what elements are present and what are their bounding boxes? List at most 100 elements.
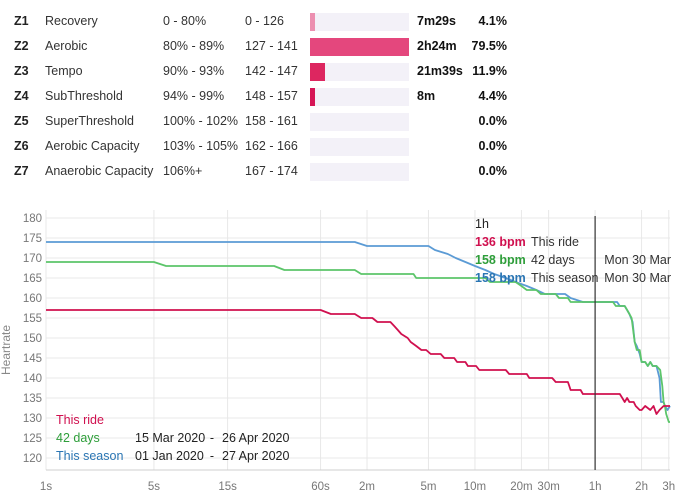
tooltip-date: Mon 30 Mar [604,253,671,267]
tooltip-label: 42 days [531,253,575,267]
zone-share: 0.0% [478,164,508,178]
x-tick-label: 2h [635,481,648,493]
y-tick-label: 130 [23,413,42,425]
chart-legend: This ride 42 days 15 Mar 2020-26 Apr 2020 T… [56,413,289,463]
zone-row-z4: Z4 SubThreshold 94% - 99% 148 - 157 8m 4… [0,85,687,109]
tooltip-value: 136 bpm [475,235,526,249]
zone-bar [310,88,409,106]
zone-bar-fill [310,88,316,106]
zone-id: Z7 [14,164,29,178]
y-tick-label: 145 [23,353,42,365]
y-tick-label: 140 [23,373,42,385]
zone-bar-fill [310,38,409,56]
zone-bar [310,113,409,131]
tooltip-value: 158 bpm [475,253,526,267]
x-tick-label: 5m [420,481,436,493]
x-tick-label: 1h [589,481,602,493]
zone-name: Tempo [45,64,83,78]
zone-bar [310,138,409,156]
heartrate-curve-chart[interactable]: 120125130135140145150155160165170175180 … [0,200,687,500]
zone-bar [310,63,409,81]
zone-share: 4.4% [478,89,508,103]
zone-percent-range: 100% - 102% [163,114,239,128]
zone-id: Z2 [14,39,29,53]
zone-name: SuperThreshold [45,114,134,128]
x-axis: 1s 5s 15s 60s 2m 5m 10m 20m 30m 1h 2h 3h [40,469,675,493]
y-tick-label: 175 [23,233,42,245]
legend-date-from: 01 Jan 2020 [135,449,204,463]
zone-id: Z1 [14,14,29,28]
zone-bpm-range: 167 - 174 [245,164,298,178]
zone-percent-range: 103% - 105% [163,139,239,153]
x-tick-label: 5s [148,481,160,493]
y-tick-label: 180 [23,213,42,225]
y-tick-label: 125 [23,433,42,445]
tooltip-value: 158 bpm [475,271,526,285]
y-axis: 120 125 130 135 140 145 150 155 160 165 170 175 180 [23,213,42,465]
zone-time: 2h24m [417,39,457,53]
legend-label: 42 days [56,431,100,445]
hover-tooltip: 1h 136 bpm This ride 158 bpm 42 days Mon 30 M… [475,217,671,285]
x-tick-label: 60s [311,481,330,493]
zone-id: Z3 [14,64,29,78]
zone-table: Z1 Recovery 0 - 80% 0 - 126 7m29s 4.1% Z… [0,0,687,190]
zone-row-z7: Z7 Anaerobic Capacity 106%+ 167 - 174 0.… [0,160,687,184]
y-tick-label: 120 [23,453,42,465]
zone-bpm-range: 0 - 126 [245,14,284,28]
zone-percent-range: 90% - 93% [163,64,225,78]
zone-share: 4.1% [478,14,508,28]
legend-date-to: 26 Apr 2020 [222,431,289,445]
zone-bar-fill [310,63,325,81]
zone-share: 0.0% [478,114,508,128]
legend-label: This ride [56,413,104,427]
zone-percent-range: 0 - 80% [163,14,207,28]
zone-percent-range: 94% - 99% [163,89,225,103]
zone-time: 8m [417,89,436,103]
zone-share: 11.9% [472,64,507,78]
x-tick-label: 15s [218,481,237,493]
y-axis-label: Heartrate [0,325,13,375]
zone-bar [310,13,409,31]
y-tick-label: 135 [23,393,42,405]
legend-date-separator: - [210,449,214,463]
legend-date-from: 15 Mar 2020 [135,431,205,445]
zone-id: Z6 [14,139,29,153]
x-tick-label: 3h [662,481,675,493]
zone-name: SubThreshold [45,89,123,103]
zone-time: 21m39s [417,64,463,78]
zone-name: Recovery [45,14,98,28]
zone-bpm-range: 142 - 147 [245,64,298,78]
x-tick-label: 10m [464,481,486,493]
zone-share: 79.5% [471,39,507,53]
x-tick-label: 2m [359,481,375,493]
zone-bpm-range: 127 - 141 [245,39,298,53]
zone-row-z2: Z2 Aerobic 80% - 89% 127 - 141 2h24m 79.… [0,35,687,59]
legend-date-separator: - [210,431,214,445]
tooltip-label: This ride [531,235,579,249]
tooltip-label: This season [531,271,598,285]
chart-series [46,241,671,423]
zone-share: 0.0% [478,139,508,153]
zone-name: Anaerobic Capacity [45,164,154,178]
y-tick-label: 150 [23,333,42,345]
y-tick-label: 160 [23,293,42,305]
zone-row-z5: Z5 SuperThreshold 100% - 102% 158 - 161 … [0,110,687,134]
zone-id: Z4 [14,89,29,103]
zone-bpm-range: 148 - 157 [245,89,298,103]
y-tick-label: 170 [23,253,42,265]
x-tick-label: 30m [537,481,559,493]
zone-time: 7m29s [417,14,456,28]
zone-id: Z5 [14,114,29,128]
x-tick-label: 1s [40,481,52,493]
series-line-this-ride [46,309,670,415]
zone-name: Aerobic [45,39,88,53]
zone-bar [310,38,409,56]
zone-row-z1: Z1 Recovery 0 - 80% 0 - 126 7m29s 4.1% [0,10,687,34]
zone-bar [310,163,409,181]
zone-bpm-range: 162 - 166 [245,139,298,153]
zone-name: Aerobic Capacity [45,139,140,153]
series-line-42-days [46,261,670,423]
legend-date-to: 27 Apr 2020 [222,449,289,463]
zone-row-z6: Z6 Aerobic Capacity 103% - 105% 162 - 16… [0,135,687,159]
legend-label: This season [56,449,123,463]
